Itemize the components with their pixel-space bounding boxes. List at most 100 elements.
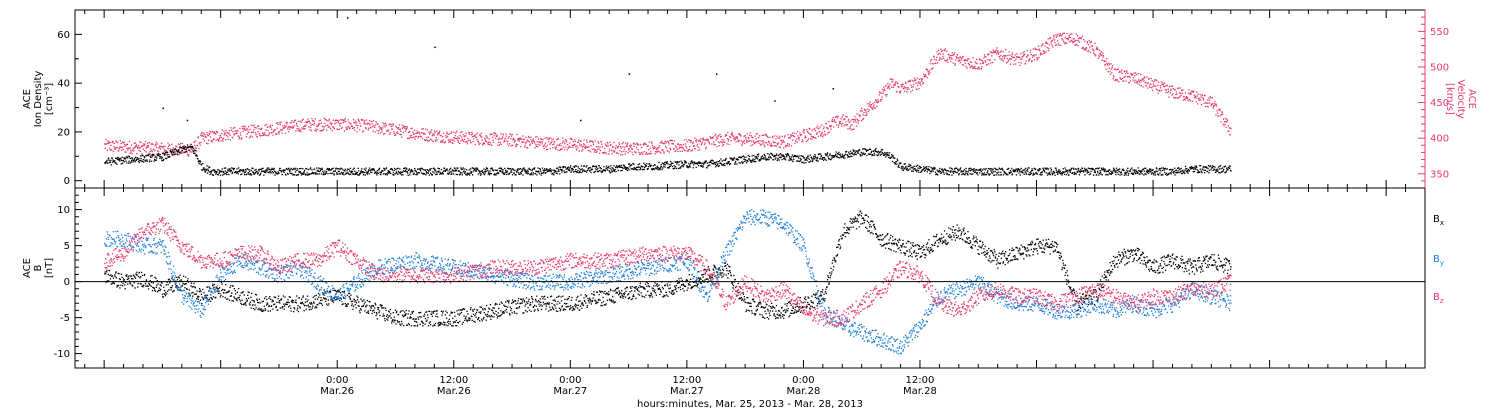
- velocity-series-point: [607, 145, 609, 147]
- velocity-series-point: [1073, 41, 1075, 43]
- velocity-series-point: [411, 127, 413, 129]
- velocity-series-point: [851, 124, 853, 126]
- density-series-point: [797, 160, 799, 162]
- velocity-series-point: [492, 136, 494, 138]
- velocity-series-point: [903, 87, 905, 90]
- velocity-series-point: [1165, 89, 1168, 91]
- velocity-series-point: [1047, 49, 1050, 52]
- density-series-point: [528, 167, 530, 169]
- density-series-point: [904, 167, 907, 169]
- density-series-point: [908, 165, 911, 167]
- velocity-series-point: [422, 132, 424, 134]
- density-series-point: [216, 171, 218, 173]
- velocity-series-point: [292, 126, 294, 128]
- velocity-series-point: [795, 132, 797, 135]
- density-series-point: [860, 155, 862, 157]
- density-series-point: [743, 158, 745, 160]
- velocity-series-point: [761, 140, 763, 142]
- velocity-series-point: [524, 146, 526, 148]
- density-series-point: [873, 150, 875, 152]
- velocity-series-point: [879, 100, 882, 102]
- density-series-point: [630, 164, 632, 166]
- density-series-point: [1020, 171, 1022, 173]
- density-series-point: [404, 167, 406, 169]
- velocity-series-point: [583, 139, 585, 141]
- density-series-point: [574, 165, 576, 167]
- density-series-point: [556, 167, 558, 169]
- velocity-series-point: [324, 122, 326, 125]
- density-series-point: [133, 159, 135, 161]
- density-series-point: [173, 151, 175, 153]
- density-series-point: [321, 167, 323, 169]
- velocity-series-point: [1177, 97, 1179, 99]
- velocity-series-point: [756, 141, 758, 143]
- density-series-point: [362, 174, 365, 176]
- velocity-series-point: [601, 146, 603, 148]
- density-series-point: [983, 172, 986, 174]
- density-series-point: [318, 167, 320, 169]
- density-series-point: [310, 167, 312, 169]
- density-series-point: [460, 168, 463, 170]
- density-series-point: [1131, 167, 1133, 169]
- velocity-series-point: [833, 119, 836, 121]
- velocity-series-point: [348, 121, 350, 124]
- density-series-point: [770, 152, 772, 154]
- velocity-series-point: [511, 144, 514, 146]
- velocity-series-point: [626, 143, 628, 146]
- density-series-point: [341, 168, 343, 170]
- velocity-series-point: [413, 133, 415, 135]
- velocity-series-point: [246, 127, 248, 129]
- density-series-point: [661, 162, 664, 164]
- velocity-series-point: [157, 150, 159, 152]
- density-series-point: [784, 158, 786, 160]
- density-series-point: [824, 158, 826, 160]
- velocity-series-point: [919, 81, 921, 83]
- density-series-point: [250, 169, 252, 171]
- density-series-point: [341, 172, 343, 174]
- density-series-point: [557, 170, 559, 173]
- velocity-series-point: [933, 55, 935, 57]
- velocity-series-point: [1044, 52, 1046, 54]
- density-series-point: [122, 159, 125, 162]
- velocity-series-point: [1106, 63, 1109, 66]
- velocity-series-point: [523, 141, 525, 143]
- velocity-series-point: [297, 125, 299, 127]
- density-series-point: [1091, 168, 1093, 171]
- velocity-series-point: [144, 140, 147, 143]
- velocity-series-point: [702, 137, 704, 139]
- velocity-series-point: [1210, 105, 1212, 107]
- density-series-point: [595, 165, 597, 167]
- velocity-series-point: [540, 138, 543, 140]
- velocity-series-point: [172, 147, 174, 149]
- velocity-series-point: [1005, 55, 1007, 57]
- density-series-point: [592, 166, 594, 168]
- velocity-series-point: [325, 125, 327, 127]
- velocity-series-point: [1006, 57, 1008, 60]
- density-series-point: [576, 165, 578, 167]
- velocity-series-point: [1085, 47, 1087, 49]
- density-series-point: [518, 168, 521, 170]
- density-series-point: [394, 172, 397, 175]
- density-series-point: [764, 156, 767, 158]
- density-series-point: [1102, 168, 1104, 171]
- velocity-series-point: [830, 128, 832, 130]
- velocity-series-point: [618, 142, 620, 144]
- density-series-point: [751, 159, 754, 161]
- velocity-series-point: [1002, 55, 1004, 58]
- density-series-point: [877, 154, 879, 157]
- velocity-series-point: [1110, 63, 1112, 65]
- velocity-series-point: [547, 138, 549, 140]
- velocity-series-point: [1036, 56, 1038, 59]
- velocity-series-point: [121, 149, 123, 151]
- density-series-point: [986, 171, 989, 173]
- velocity-series-point: [694, 148, 696, 150]
- density-series-point: [138, 161, 141, 164]
- velocity-series-point: [149, 150, 151, 153]
- velocity-series-point: [258, 125, 260, 127]
- velocity-series-point: [263, 134, 265, 136]
- density-series-point: [159, 153, 161, 156]
- density-series-point: [1039, 168, 1041, 170]
- velocity-series-point: [1093, 52, 1095, 54]
- velocity-series-point: [799, 132, 801, 134]
- density-series-point: [1021, 171, 1023, 173]
